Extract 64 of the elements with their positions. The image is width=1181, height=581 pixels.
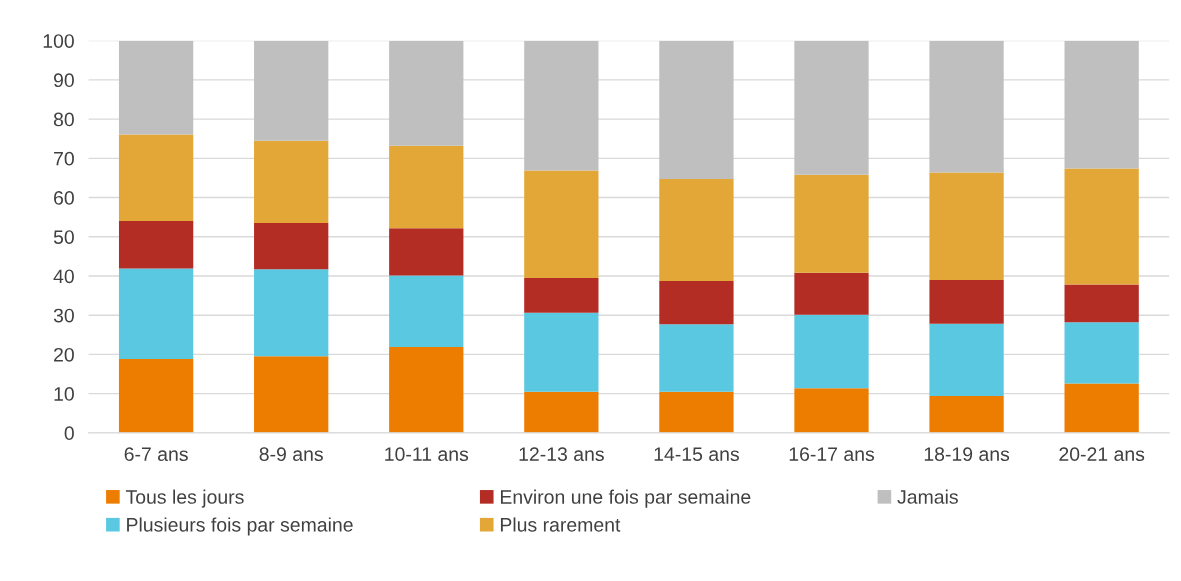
bar [389, 275, 464, 347]
y-tick-label: 80 [53, 112, 74, 127]
bar [118, 268, 194, 360]
bar [1064, 284, 1139, 323]
bar [118, 40, 194, 135]
y-tick-label: 60 [54, 191, 74, 205]
bar [659, 281, 734, 325]
bar [524, 170, 599, 278]
bar [794, 272, 869, 315]
bar [659, 324, 734, 392]
y-tick-label: 10 [54, 387, 74, 401]
bar [659, 391, 734, 433]
bar [118, 221, 194, 269]
bar [794, 174, 869, 273]
x-tick-label: 16-17 ans [789, 447, 875, 462]
y-tick-label: 40 [53, 269, 74, 284]
bar [929, 323, 1004, 396]
bar [254, 223, 329, 270]
x-tick-label: 6-7 ans [124, 447, 188, 462]
y-tick-label: 70 [54, 151, 74, 166]
x-tick-label: 8-9 ans [259, 447, 323, 462]
bar [389, 145, 464, 229]
y-tick-label: 50 [53, 230, 74, 244]
bar [1064, 168, 1139, 285]
bar [929, 395, 1004, 433]
x-tick-label: 14-15 ans [654, 447, 739, 462]
bar [794, 388, 869, 433]
bar [1064, 40, 1139, 169]
bar [794, 40, 869, 175]
bar [929, 172, 1004, 280]
bar [794, 314, 869, 389]
legend-label: Tous les jours [125, 489, 244, 508]
y-tick-label: 30 [53, 308, 74, 323]
bar [254, 140, 329, 224]
y-tick-label: 0 [64, 426, 74, 441]
legend-label: Plus rarement [500, 517, 621, 532]
bar [1064, 322, 1139, 384]
bar [389, 228, 464, 276]
y-tick-label: 100 [43, 34, 74, 48]
x-tick-label: 12-13 ans [519, 447, 604, 462]
bar [659, 179, 734, 282]
y-tick-label: 20 [54, 347, 74, 362]
bar [118, 359, 194, 433]
bar [524, 277, 599, 313]
bar [659, 40, 734, 180]
x-tick-label: 10-11 ans [385, 447, 469, 462]
bar [118, 134, 194, 222]
bar [389, 40, 464, 146]
bar [524, 312, 599, 392]
bar [929, 279, 1004, 324]
bar [524, 40, 599, 171]
x-tick-label: 18-19 ans [924, 447, 1010, 462]
bar [929, 40, 1004, 173]
bar [254, 40, 329, 141]
bar [389, 346, 464, 433]
legend-label: Plusieurs fois par semaine [127, 517, 353, 536]
y-tick-label: 90 [53, 73, 74, 88]
bar [254, 269, 329, 357]
bar [254, 356, 329, 433]
legend-label: Environ une fois par semaine [500, 489, 751, 508]
bar [1064, 383, 1139, 433]
legend-label: Jamais [897, 489, 958, 504]
bar [524, 391, 599, 433]
x-tick-label: 20-21 ans [1059, 447, 1145, 462]
